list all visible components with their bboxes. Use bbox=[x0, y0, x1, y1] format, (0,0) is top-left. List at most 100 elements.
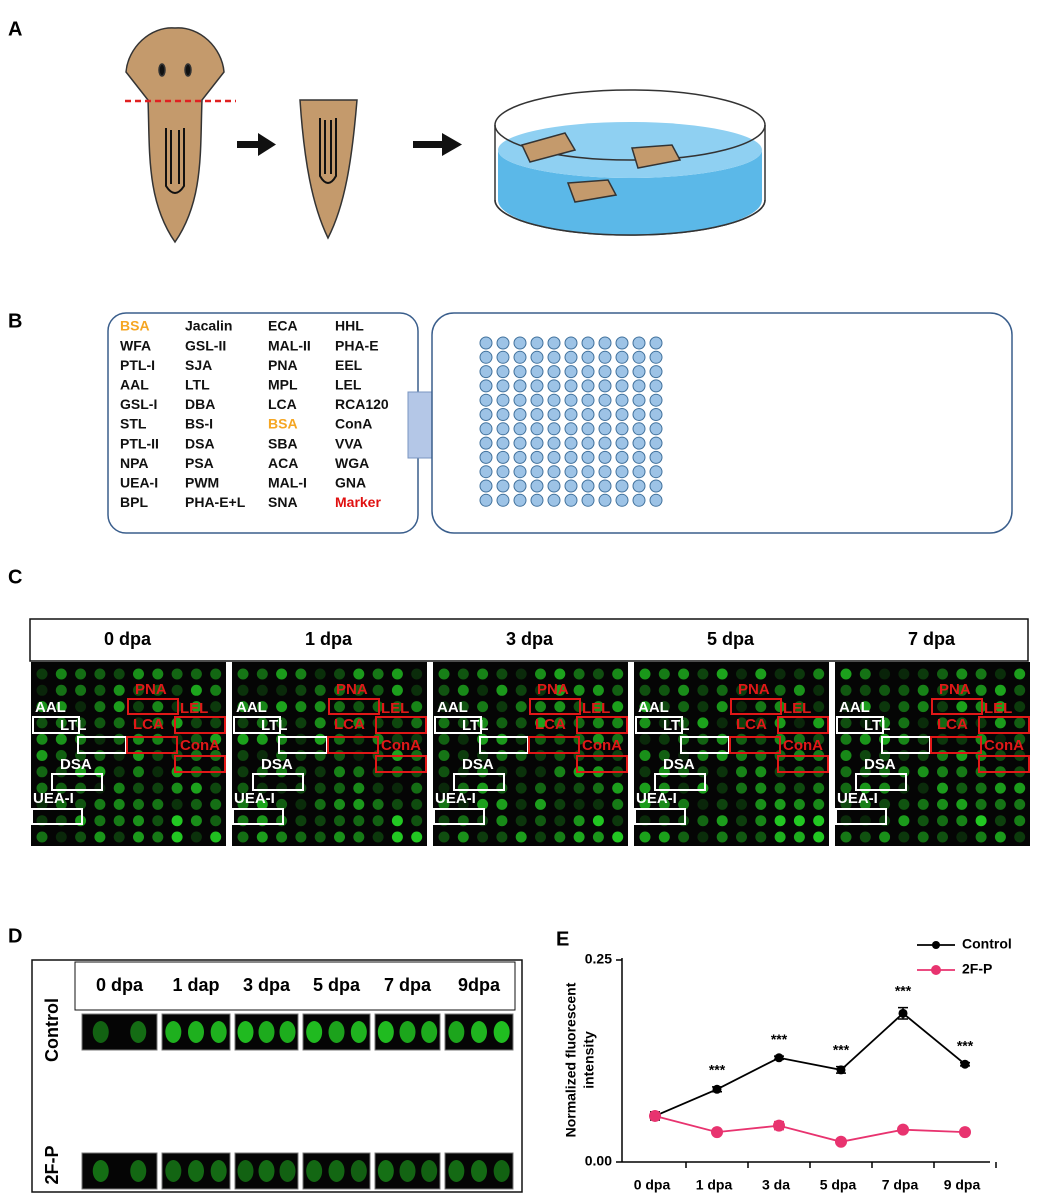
spot bbox=[612, 815, 624, 827]
data-point bbox=[959, 1126, 971, 1139]
spot bbox=[554, 766, 566, 778]
spot bbox=[353, 701, 365, 713]
spot bbox=[859, 750, 871, 761]
legend-marker bbox=[931, 965, 941, 975]
spot bbox=[937, 701, 948, 713]
array-spot bbox=[547, 408, 561, 421]
lectin-name: LTL bbox=[185, 377, 210, 393]
spot bbox=[496, 815, 508, 827]
spot bbox=[755, 733, 767, 745]
spot bbox=[210, 831, 222, 843]
array-spot bbox=[479, 379, 493, 393]
spot bbox=[554, 717, 566, 729]
spot bbox=[130, 1021, 147, 1043]
array-spot bbox=[581, 336, 595, 350]
spot bbox=[994, 733, 1006, 745]
spot bbox=[898, 798, 910, 810]
spot bbox=[279, 1160, 296, 1182]
spot bbox=[1014, 798, 1026, 810]
data-point bbox=[712, 1084, 722, 1094]
spot bbox=[353, 717, 365, 729]
strip bbox=[234, 1152, 299, 1190]
spot bbox=[237, 1021, 254, 1043]
spot bbox=[334, 717, 345, 729]
spot bbox=[658, 733, 670, 745]
spot bbox=[573, 831, 585, 843]
array-spot bbox=[547, 436, 561, 450]
spot bbox=[210, 684, 222, 696]
spot bbox=[92, 1160, 109, 1182]
spot bbox=[210, 733, 222, 745]
spot bbox=[573, 815, 585, 827]
spot bbox=[515, 750, 527, 761]
spot bbox=[421, 1160, 438, 1182]
x-tick-label: 1 dpa bbox=[696, 1177, 733, 1193]
significance: *** bbox=[709, 1062, 726, 1078]
spot bbox=[210, 798, 222, 810]
lectin-label: LEL bbox=[582, 700, 610, 717]
lectin-name: SBA bbox=[268, 435, 298, 451]
spot bbox=[937, 798, 948, 810]
spot bbox=[1014, 717, 1026, 729]
spot bbox=[639, 684, 651, 696]
spot bbox=[477, 668, 489, 680]
spot bbox=[1014, 733, 1026, 745]
spot bbox=[171, 782, 183, 794]
timepoint-label: 0 dpa bbox=[104, 629, 152, 649]
x-tick-label: 9 dpa bbox=[944, 1177, 981, 1193]
array-spot bbox=[598, 379, 612, 393]
spot bbox=[515, 766, 527, 778]
spot bbox=[755, 766, 767, 778]
spot bbox=[152, 766, 164, 778]
spot bbox=[515, 668, 527, 680]
lectin-name: GSL-II bbox=[185, 337, 226, 353]
array-spot bbox=[496, 365, 510, 379]
array-spot bbox=[479, 365, 493, 379]
spot bbox=[898, 668, 910, 680]
red-box bbox=[174, 716, 226, 734]
lectin-list: BSA Jacalin ECA HHL WFA GSL-II MAL-II PHA-E PTL-… bbox=[120, 318, 389, 510]
spot bbox=[438, 668, 450, 680]
spot bbox=[477, 782, 489, 794]
array-spot bbox=[496, 465, 510, 479]
spot bbox=[75, 798, 87, 810]
spot bbox=[477, 684, 489, 696]
spot bbox=[190, 701, 202, 713]
spot bbox=[94, 733, 106, 745]
spot bbox=[879, 798, 891, 810]
spot bbox=[391, 831, 403, 843]
red-box bbox=[931, 698, 983, 715]
spot bbox=[793, 717, 805, 729]
array-spot bbox=[564, 450, 578, 464]
spot bbox=[937, 717, 948, 729]
lectin-name: ECA bbox=[268, 318, 298, 334]
spot bbox=[793, 782, 805, 794]
spot bbox=[678, 701, 690, 713]
spot bbox=[898, 701, 910, 713]
red-box bbox=[328, 698, 380, 715]
red-box bbox=[978, 755, 1030, 773]
white-box bbox=[654, 773, 706, 791]
array-spot bbox=[632, 493, 646, 507]
spot bbox=[678, 733, 690, 745]
lectin-label: ConA bbox=[783, 737, 823, 754]
lectin-name: LEL bbox=[335, 377, 362, 393]
spot bbox=[956, 750, 968, 761]
spot bbox=[697, 733, 709, 745]
array-spot bbox=[530, 465, 544, 479]
timepoint-label: 3 dpa bbox=[243, 975, 291, 995]
spot bbox=[736, 798, 747, 810]
spot bbox=[496, 733, 508, 745]
spot bbox=[237, 766, 249, 778]
spot bbox=[639, 701, 651, 713]
legend-label: Control bbox=[962, 936, 1012, 952]
lectin-name: WFA bbox=[120, 337, 151, 353]
spot bbox=[372, 668, 384, 680]
array-spot bbox=[649, 450, 663, 464]
array-spot bbox=[496, 379, 510, 393]
spot bbox=[237, 701, 249, 713]
spot bbox=[535, 831, 546, 843]
array-spot bbox=[479, 393, 493, 407]
spot bbox=[165, 1021, 182, 1043]
spot bbox=[956, 684, 968, 696]
